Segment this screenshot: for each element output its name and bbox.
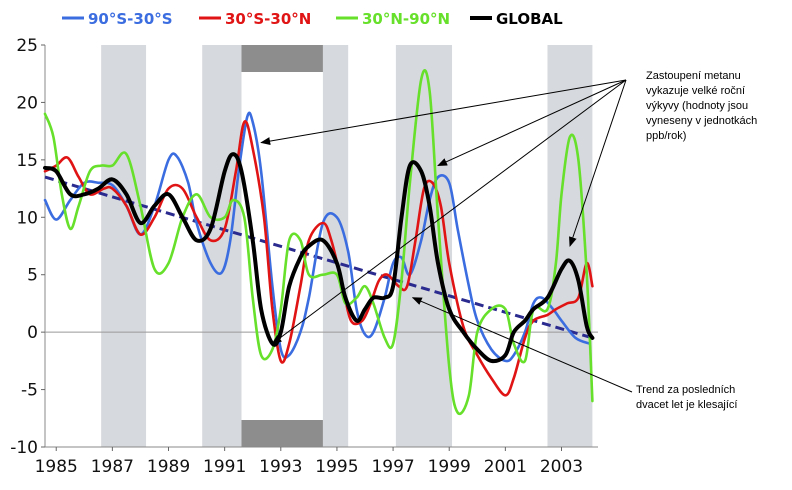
annotation-line: vykazuje velké roční — [646, 85, 745, 97]
annotation-line: ppb/rok) — [646, 130, 686, 142]
dark-band-top — [241, 45, 323, 72]
x-tick-label: 1993 — [259, 457, 302, 477]
trend-line — [44, 175, 593, 340]
annotation-line: dvacet let je klesající — [636, 399, 738, 411]
series-line-3 — [43, 69, 594, 416]
annotation-variability: Zastoupení metanu vykazuje velké roční výk… — [646, 70, 757, 142]
y-tick-label: 15 — [16, 151, 38, 171]
series-lines — [43, 69, 595, 416]
annotation-line: výkyvy (hodnoty jsou — [646, 100, 748, 112]
y-tick-label: 10 — [16, 208, 38, 228]
x-tick-label: 1989 — [147, 457, 190, 477]
legend-label: 90°S-30°S — [88, 10, 173, 28]
x-tick-label: 1999 — [428, 457, 471, 477]
annotation-arrow — [260, 79, 627, 146]
annotation-arrow — [437, 79, 627, 167]
annotation-line: Trend za posledních — [636, 384, 735, 396]
y-tick-label: -10 — [10, 438, 38, 458]
annotations: Zastoupení metanu vykazuje velké roční výk… — [260, 70, 757, 411]
trend-line-group — [44, 175, 593, 340]
annotation-line: Zastoupení metanu — [646, 70, 741, 82]
series-line-1 — [43, 111, 591, 363]
legend: 90°S-30°S 30°S-30°N 30°N-90°N GLOBAL — [62, 10, 563, 28]
y-tick-label: 0 — [27, 323, 38, 343]
x-tick-label: 2001 — [484, 457, 527, 477]
legend-label: 30°S-30°N — [225, 10, 311, 28]
y-tick-label: -5 — [21, 381, 38, 401]
annotation-arrow — [271, 79, 627, 345]
annotation-arrow-trend — [411, 297, 633, 393]
x-tick-label: 1997 — [371, 457, 414, 477]
shaded-period-1 — [101, 45, 147, 447]
y-tick-label: 25 — [16, 36, 38, 56]
annotation-trend: Trend za posledních dvacet let je klesají… — [636, 384, 738, 411]
x-tick-label: 1995 — [315, 457, 358, 477]
x-tick-label: 1991 — [203, 457, 246, 477]
legend-label: GLOBAL — [496, 10, 563, 28]
x-tick-label: 1985 — [35, 457, 78, 477]
y-tick-label: 20 — [16, 93, 38, 113]
annotation-line: vyneseny v jednotkách — [646, 115, 757, 127]
x-tick-label: 2003 — [540, 457, 583, 477]
x-tick-label: 1987 — [91, 457, 134, 477]
shaded-period-2 — [202, 45, 242, 447]
series-line-4 — [43, 152, 595, 364]
dark-band-bottom — [241, 420, 323, 447]
y-tick-label: 5 — [27, 266, 38, 286]
legend-label: 30°N-90°N — [362, 10, 450, 28]
annotation-arrow — [569, 79, 627, 247]
